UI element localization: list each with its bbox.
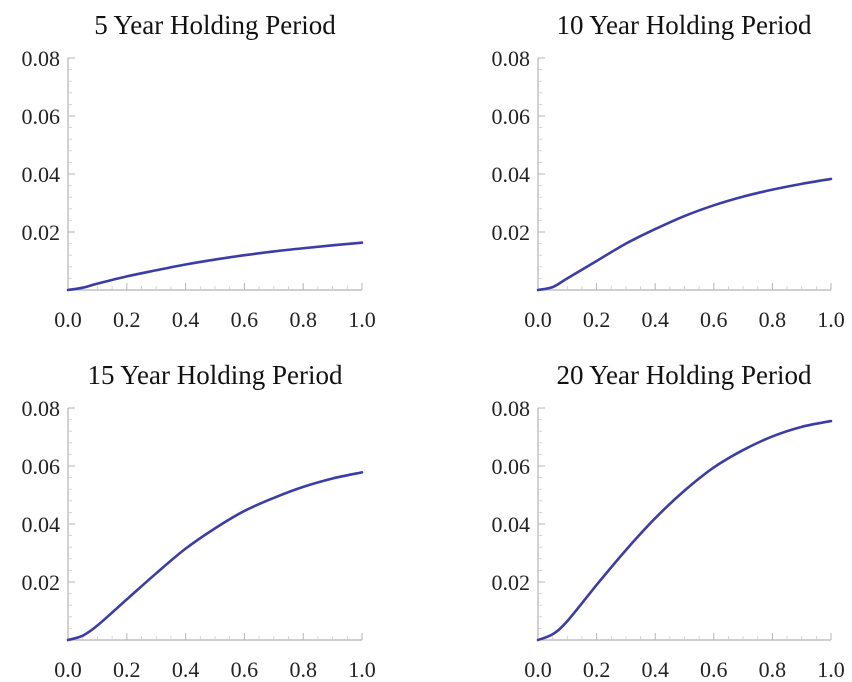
y-tick-label: 0.02 <box>22 220 61 245</box>
y-tick-label: 0.08 <box>22 46 61 71</box>
y-tick-label: 0.04 <box>22 162 61 187</box>
y-tick-label: 0.08 <box>492 396 531 421</box>
y-tick-label: 0.06 <box>492 104 531 129</box>
x-tick-label: 0.2 <box>583 307 611 332</box>
series-line <box>536 177 833 292</box>
series-line <box>66 471 364 642</box>
chart-title: 15 Year Holding Period <box>88 360 343 390</box>
y-tick-label: 0.08 <box>22 396 61 421</box>
series-line <box>536 419 833 642</box>
x-tick-label: 0.6 <box>231 307 259 332</box>
x-tick-label: 0.4 <box>641 657 669 682</box>
y-tick-label: 0.06 <box>22 104 61 129</box>
x-tick-label: 0.0 <box>524 307 552 332</box>
y-tick-label: 0.02 <box>492 220 531 245</box>
chart-title: 10 Year Holding Period <box>557 10 812 40</box>
y-tick-label: 0.06 <box>22 454 61 479</box>
y-tick-label: 0.02 <box>492 570 531 595</box>
x-tick-label: 0.2 <box>583 657 611 682</box>
series-line <box>66 241 364 292</box>
chart-panel: 15 Year Holding Period 0.0 0.2 0.4 0.6 0.8 1.0… <box>22 360 376 682</box>
x-tick-label: 0.8 <box>759 307 787 332</box>
y-tick-label: 0.06 <box>492 454 531 479</box>
x-tick-label: 1.0 <box>348 657 376 682</box>
x-tick-label: 0.0 <box>54 657 82 682</box>
x-tick-label: 0.8 <box>289 657 317 682</box>
chart-title: 5 Year Holding Period <box>94 10 336 40</box>
chart-panel: 5 Year Holding Period 0.0 0.2 0.4 0.6 0.8 1.0 0… <box>22 10 376 332</box>
x-tick-label: 0.6 <box>700 657 728 682</box>
x-tick-label: 0.4 <box>172 657 200 682</box>
chart-panel: 20 Year Holding Period 0.0 0.2 0.4 0.6 0.8 1.0… <box>492 360 845 682</box>
x-tick-label: 1.0 <box>817 307 845 332</box>
y-tick-label: 0.04 <box>492 162 531 187</box>
x-tick-label: 0.0 <box>54 307 82 332</box>
x-tick-label: 1.0 <box>348 307 376 332</box>
x-tick-label: 0.8 <box>759 657 787 682</box>
chart-title: 20 Year Holding Period <box>557 360 812 390</box>
y-tick-label: 0.04 <box>492 512 531 537</box>
x-tick-label: 0.4 <box>641 307 669 332</box>
chart-panel: 10 Year Holding Period 0.0 0.2 0.4 0.6 0.8 1.0… <box>492 10 845 332</box>
x-tick-label: 0.2 <box>113 657 141 682</box>
x-tick-label: 0.8 <box>289 307 317 332</box>
y-tick-label: 0.08 <box>492 46 531 71</box>
x-tick-label: 0.6 <box>700 307 728 332</box>
x-tick-label: 0.4 <box>172 307 200 332</box>
x-tick-label: 1.0 <box>817 657 845 682</box>
y-tick-label: 0.02 <box>22 570 61 595</box>
x-tick-label: 0.0 <box>524 657 552 682</box>
y-tick-label: 0.04 <box>22 512 61 537</box>
x-tick-label: 0.2 <box>113 307 141 332</box>
x-tick-label: 0.6 <box>231 657 259 682</box>
